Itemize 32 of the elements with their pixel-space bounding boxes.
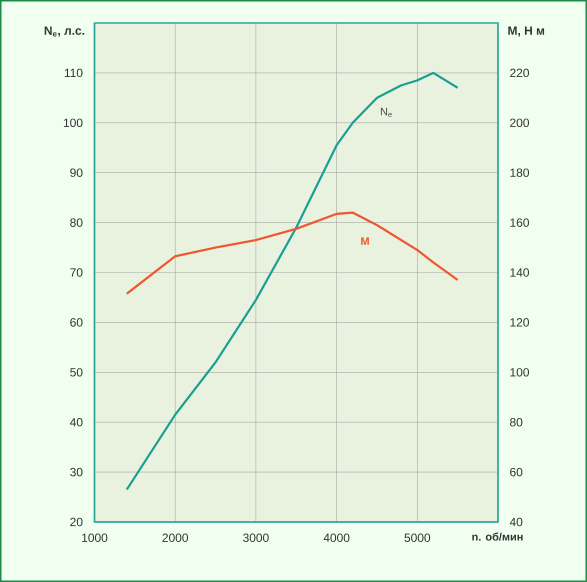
y2-tick-label: 140 [510, 268, 529, 277]
y2-tick-label: 60 [510, 468, 522, 476]
x-tick-label: 4000 [324, 534, 350, 542]
series-label: N$_{e}$ [380, 108, 392, 118]
line-series [126, 72, 459, 491]
y2-tick-label: 160 [510, 218, 529, 227]
y2-axis-title: M, Н м [508, 26, 544, 37]
y-axis-title: N$_{e}$, л.с. [44, 26, 84, 37]
y-tick-label: 100 [64, 118, 83, 128]
y-tick-label: 90 [70, 168, 83, 177]
line-series [126, 212, 459, 295]
y-tick-label: 60 [70, 318, 83, 327]
y-tick-label: 80 [70, 218, 83, 227]
y-tick-label: 50 [70, 368, 83, 377]
y2-tick-label: 220 [510, 68, 529, 78]
y-tick-label: 20 [70, 518, 83, 526]
x-axis-title: n. об/мин [472, 532, 523, 541]
y-tick-label: 70 [70, 268, 83, 277]
y2-tick-label: 120 [510, 318, 529, 327]
y2-tick-label: 100 [510, 368, 529, 377]
series-label: M [361, 237, 369, 245]
x-tick-label: 1000 [82, 534, 108, 542]
y2-tick-label: 180 [510, 168, 529, 177]
y-tick-label: 40 [70, 418, 83, 426]
y2-tick-label: 80 [510, 418, 522, 426]
y-tick-label: 30 [70, 468, 83, 476]
y2-tick-label: 200 [510, 118, 529, 128]
x-tick-label: 3000 [243, 534, 269, 542]
x-tick-label: 5000 [404, 534, 430, 542]
y2-tick-label: 40 [510, 518, 522, 526]
x-tick-label: 2000 [162, 534, 188, 542]
y-tick-label: 110 [64, 68, 83, 78]
